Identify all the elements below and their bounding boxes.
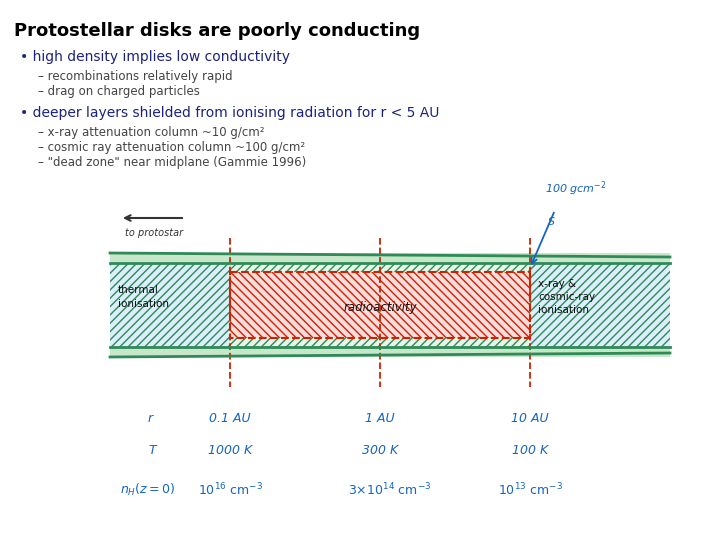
- Bar: [230, 272, 530, 338]
- Bar: [110, 263, 230, 347]
- Text: 1000 K: 1000 K: [208, 443, 252, 456]
- Text: $10^{16}\ \mathrm{cm}^{-3}$: $10^{16}\ \mathrm{cm}^{-3}$: [197, 482, 263, 498]
- Bar: [110, 347, 670, 357]
- Text: 0.1 AU: 0.1 AU: [210, 411, 251, 424]
- Text: thermal
ionisation: thermal ionisation: [118, 286, 169, 308]
- Text: • high density implies low conductivity: • high density implies low conductivity: [20, 50, 290, 64]
- Bar: [530, 263, 670, 347]
- Text: S: S: [548, 217, 555, 227]
- Text: – x-ray attenuation column ~10 g/cm²: – x-ray attenuation column ~10 g/cm²: [38, 126, 264, 139]
- Text: 10 AU: 10 AU: [511, 411, 549, 424]
- Text: Protostellar disks are poorly conducting: Protostellar disks are poorly conducting: [14, 22, 420, 40]
- Bar: [230, 263, 530, 347]
- Text: 100 gcm$^{-2}$: 100 gcm$^{-2}$: [545, 179, 606, 198]
- Text: $n_H(z{=}0)$: $n_H(z{=}0)$: [120, 482, 176, 498]
- Text: 100 K: 100 K: [512, 443, 548, 456]
- Text: – cosmic ray attenuation column ~100 g/cm²: – cosmic ray attenuation column ~100 g/c…: [38, 141, 305, 154]
- Text: x-ray &
cosmic-ray
ionisation: x-ray & cosmic-ray ionisation: [538, 279, 595, 315]
- Text: $3{\times}10^{14}\ \mathrm{cm}^{-3}$: $3{\times}10^{14}\ \mathrm{cm}^{-3}$: [348, 482, 432, 498]
- Text: r: r: [148, 411, 153, 424]
- Text: radioactivity: radioactivity: [343, 300, 417, 314]
- Text: T: T: [148, 443, 156, 456]
- Text: $10^{13}\ \mathrm{cm}^{-3}$: $10^{13}\ \mathrm{cm}^{-3}$: [498, 482, 562, 498]
- Text: 1 AU: 1 AU: [365, 411, 395, 424]
- Text: 300 K: 300 K: [362, 443, 398, 456]
- Text: – recombinations relatively rapid: – recombinations relatively rapid: [38, 70, 233, 83]
- Text: to protostar: to protostar: [125, 228, 183, 238]
- Text: – drag on charged particles: – drag on charged particles: [38, 85, 200, 98]
- Text: • deeper layers shielded from ionising radiation for r < 5 AU: • deeper layers shielded from ionising r…: [20, 106, 439, 120]
- Text: – "dead zone" near midplane (Gammie 1996): – "dead zone" near midplane (Gammie 1996…: [38, 156, 306, 169]
- Bar: [110, 253, 670, 263]
